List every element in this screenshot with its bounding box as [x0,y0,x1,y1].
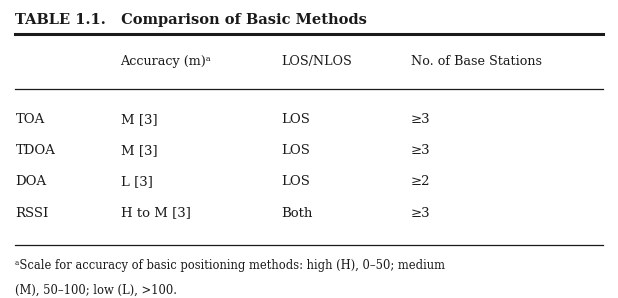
Text: M [3]: M [3] [121,144,157,157]
Text: M [3]: M [3] [121,113,157,126]
Text: ≥3: ≥3 [411,144,431,157]
Text: LOS/NLOS: LOS/NLOS [281,55,352,68]
Text: No. of Base Stations: No. of Base Stations [411,55,542,68]
Text: (M), 50–100; low (L), >100.: (M), 50–100; low (L), >100. [15,284,177,297]
Text: RSSI: RSSI [15,207,49,220]
Text: ≥3: ≥3 [411,113,431,126]
Text: L [3]: L [3] [121,175,153,188]
Text: H to M [3]: H to M [3] [121,207,190,220]
Text: ᵃScale for accuracy of basic positioning methods: high (H), 0–50; medium: ᵃScale for accuracy of basic positioning… [15,259,446,272]
Text: LOS: LOS [281,113,310,126]
Text: Both: Both [281,207,313,220]
Text: TOA: TOA [15,113,44,126]
Text: Accuracy (m)ᵃ: Accuracy (m)ᵃ [121,55,211,68]
Text: ≥3: ≥3 [411,207,431,220]
Text: LOS: LOS [281,144,310,157]
Text: DOA: DOA [15,175,46,188]
Text: ≥2: ≥2 [411,175,431,188]
Text: TDOA: TDOA [15,144,56,157]
Text: LOS: LOS [281,175,310,188]
Text: TABLE 1.1.   Comparison of Basic Methods: TABLE 1.1. Comparison of Basic Methods [15,13,367,27]
